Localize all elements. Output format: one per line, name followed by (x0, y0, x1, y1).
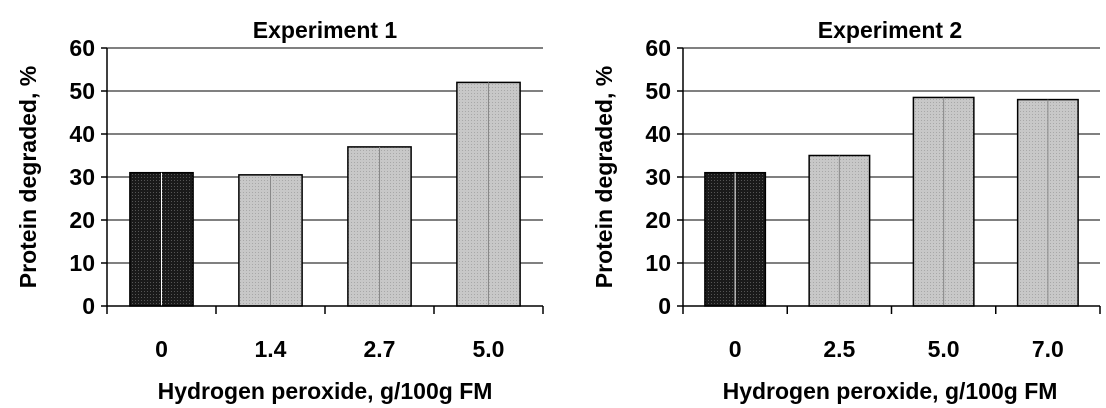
chart1-x-tick-label: 1.4 (255, 336, 287, 362)
chart2-x-tick-label: 2.5 (823, 336, 855, 362)
chart2-x-tick-label: 5.0 (928, 336, 960, 362)
chart2-y-tick-label: 40 (645, 121, 671, 147)
chart1-y-tick-label: 0 (82, 293, 95, 319)
chart1-title: Experiment 1 (253, 17, 398, 43)
chart2-title: Experiment 2 (818, 17, 962, 43)
chart2-y-tick-label: 10 (645, 250, 671, 276)
chart1-x-tick-label: 2.7 (364, 336, 396, 362)
chart1-y-axis-label: Protein degraded, % (15, 66, 41, 288)
chart1-y-tick-label: 40 (69, 121, 95, 147)
chart2-y-axis-label: Protein degraded, % (591, 66, 617, 288)
chart1-x-tick-label: 0 (155, 336, 168, 362)
chart2-y-tick-label: 50 (645, 78, 671, 104)
chart1-y-tick-label: 30 (69, 164, 95, 190)
chart2-x-tick-label: 7.0 (1032, 336, 1064, 362)
chart2-x-tick-label: 0 (729, 336, 742, 362)
chart2-y-tick-label: 20 (645, 207, 671, 233)
chart1-x-tick-label: 5.0 (473, 336, 505, 362)
chart1-y-tick-label: 20 (69, 207, 95, 233)
chart1-y-tick-label: 50 (69, 78, 95, 104)
chart2-x-axis-label: Hydrogen peroxide, g/100g FM (723, 378, 1058, 404)
chart1-x-axis-label: Hydrogen peroxide, g/100g FM (158, 378, 493, 404)
chart2-y-tick-label: 60 (645, 35, 671, 61)
chart1-y-tick-label: 10 (69, 250, 95, 276)
chart2-y-tick-label: 30 (645, 164, 671, 190)
chart1-y-tick-label: 60 (69, 35, 95, 61)
chart2-y-tick-label: 0 (658, 293, 671, 319)
